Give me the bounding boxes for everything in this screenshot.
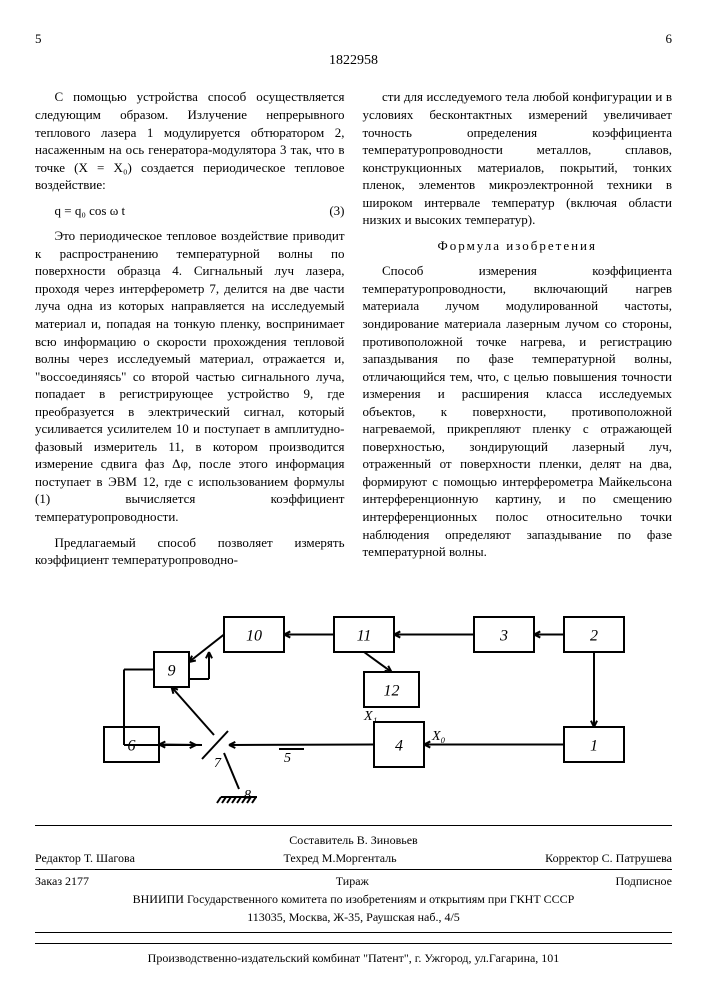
page-num-right: 6 [666, 30, 673, 48]
svg-text:7: 7 [214, 756, 222, 771]
svg-text:8: 8 [244, 788, 251, 803]
order: Заказ 2177 [35, 873, 89, 889]
right-column: сти для исследуемого тела любой конфигур… [363, 88, 673, 576]
svg-text:4: 4 [395, 737, 403, 754]
formula: q = q₀ cos ω t (3) [55, 202, 345, 220]
right-p1: сти для исследуемого тела любой конфигур… [363, 88, 673, 228]
left-p2: Это периодическое тепловое воздействие п… [35, 227, 345, 525]
formula-title: Формула изобретения [363, 237, 673, 255]
svg-text:10: 10 [246, 627, 262, 644]
right-p2: Способ измерения коэффициента температур… [363, 262, 673, 560]
svg-text:2: 2 [590, 627, 598, 644]
techred: Техред М.Моргенталь [283, 850, 396, 866]
tirazh: Тираж [336, 873, 369, 889]
svg-text:3: 3 [499, 627, 508, 644]
compiler: Составитель В. Зиновьев [35, 832, 672, 848]
text-columns: С помощью устройства способ осуществляет… [35, 88, 672, 576]
corrector: Корректор С. Патрушева [545, 850, 672, 866]
svg-text:X₀: X₀ [431, 729, 446, 744]
print-line: Производственно-издательский комбинат "П… [35, 943, 672, 966]
svg-text:1: 1 [590, 737, 598, 754]
org1: ВНИИПИ Государственного комитета по изоб… [35, 891, 672, 907]
schematic-diagram: 123469101112X₁X₀578 [35, 597, 672, 817]
svg-text:5: 5 [284, 751, 291, 766]
editor: Редактор Т. Шагова [35, 850, 135, 866]
svg-text:X₁: X₁ [363, 709, 377, 724]
svg-text:12: 12 [383, 682, 399, 699]
formula-num: (3) [329, 202, 344, 220]
left-p1: С помощью устройства способ осуществляет… [35, 88, 345, 193]
formula-text: q = q₀ cos ω t [55, 202, 126, 220]
page-num-left: 5 [35, 30, 42, 48]
svg-text:11: 11 [356, 627, 371, 644]
footer-block: Составитель В. Зиновьев Редактор Т. Шаго… [35, 825, 672, 933]
left-column: С помощью устройства способ осуществляет… [35, 88, 345, 576]
left-p3: Предлагаемый способ позволяет измерять к… [35, 534, 345, 569]
org2: 113035, Москва, Ж-35, Раушская наб., 4/5 [35, 909, 672, 925]
svg-text:9: 9 [167, 662, 175, 679]
podpisnoe: Подписное [615, 873, 672, 889]
patent-number: 1822958 [35, 52, 672, 71]
